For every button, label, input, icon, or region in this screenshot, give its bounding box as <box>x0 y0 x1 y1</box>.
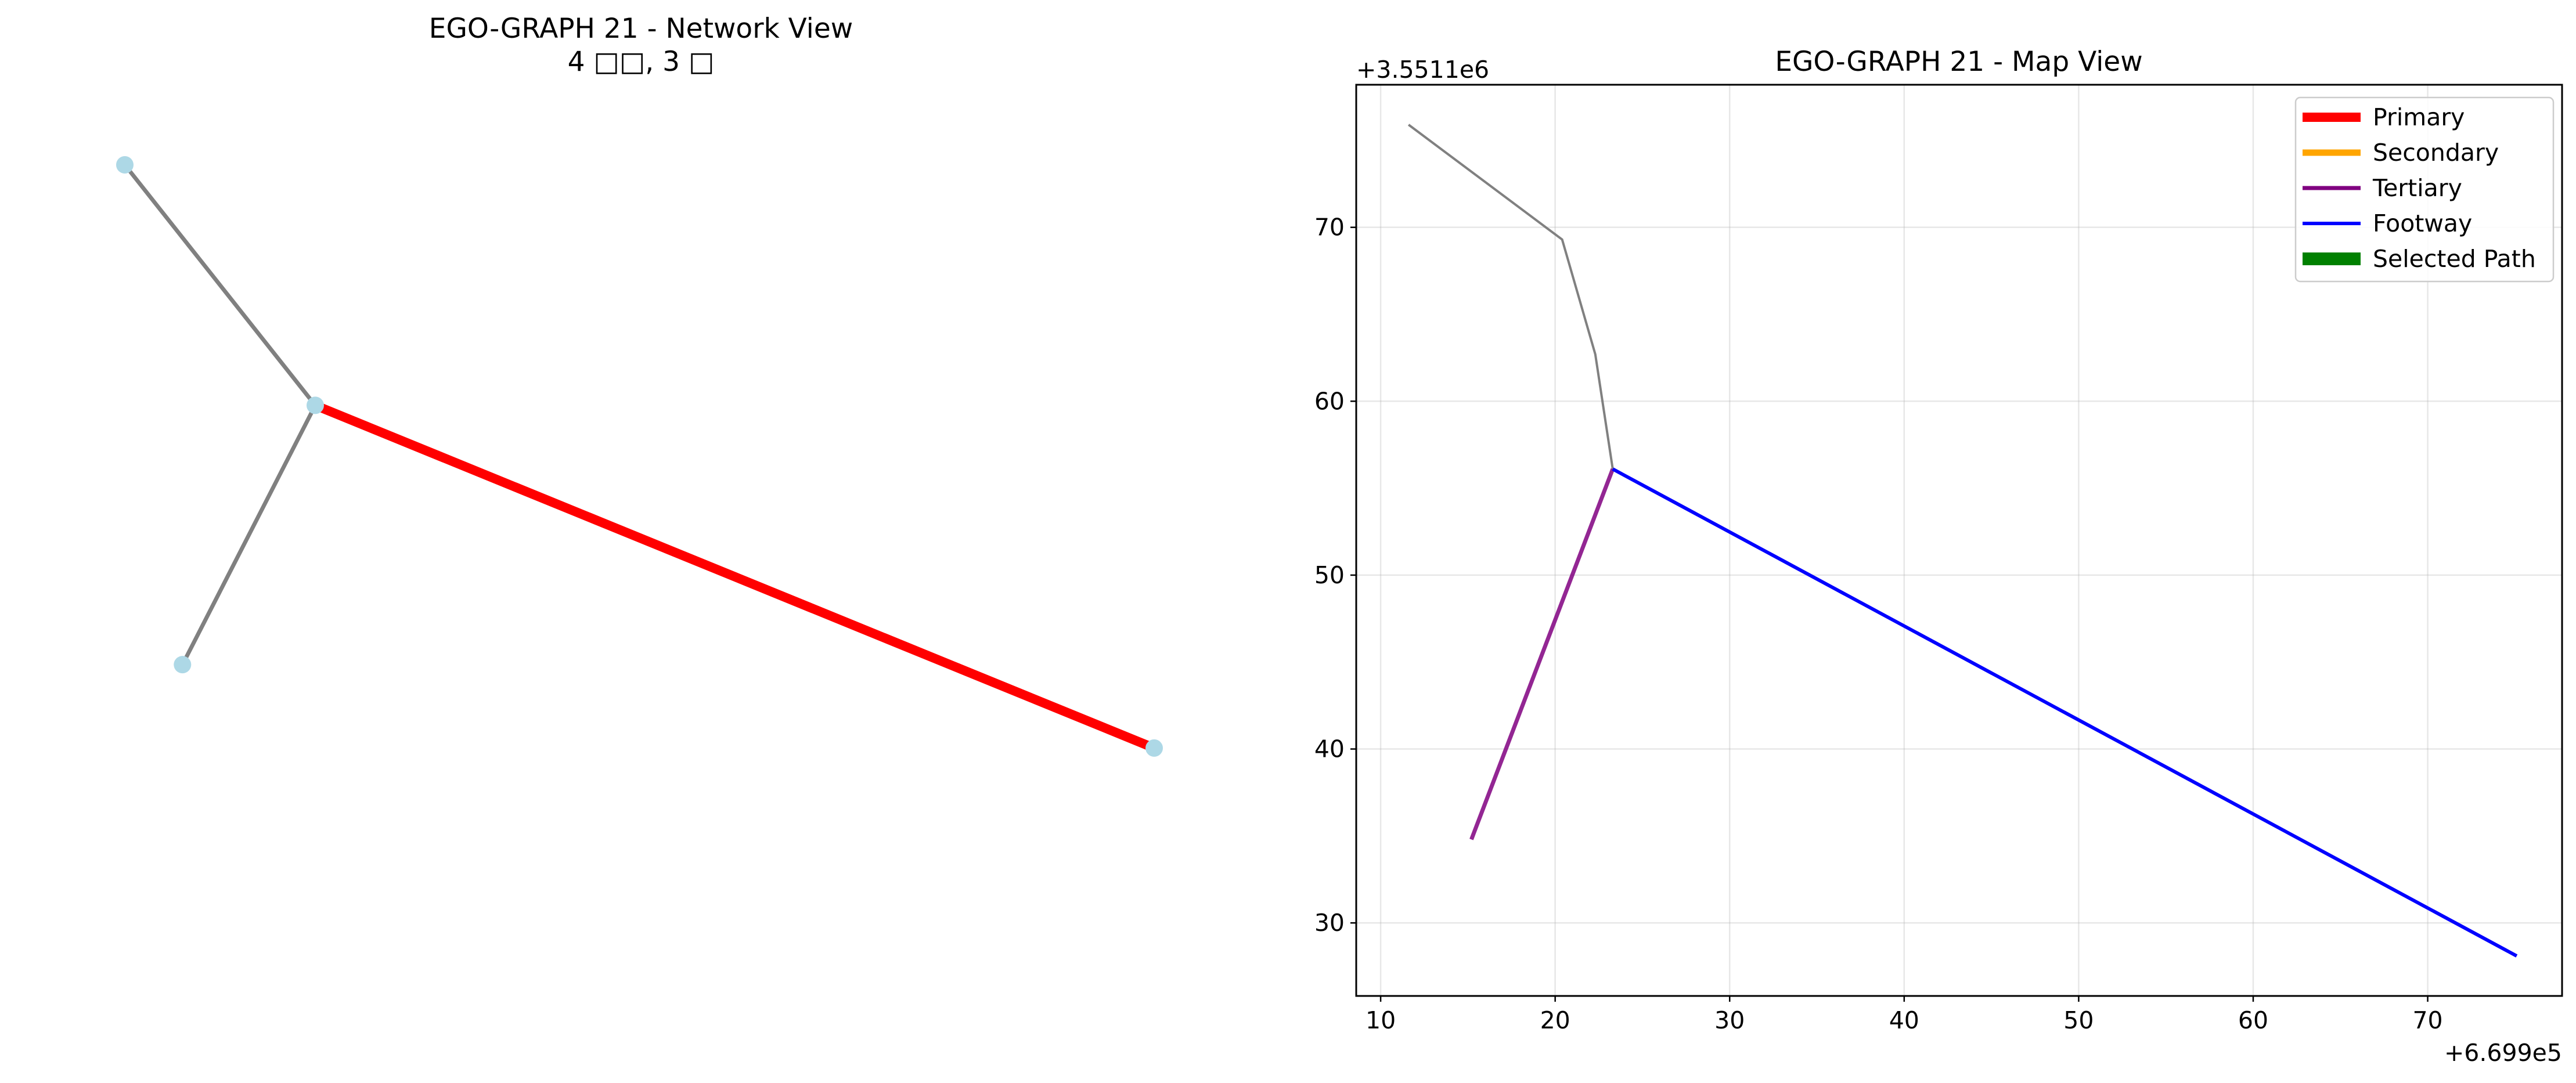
network-view-title: EGO-GRAPH 21 - Network View <box>429 13 853 45</box>
network-view-subtitle: 4 □□, 3 □ <box>568 46 715 78</box>
network-edge-b-d <box>313 400 1157 753</box>
y-tick-label: 60 <box>1314 387 1345 415</box>
x-tick-label: 40 <box>1889 1006 1919 1034</box>
network-view-panel: EGO-GRAPH 21 - Network View 4 □□, 3 □ <box>116 13 1163 757</box>
map-line-tertiary <box>1469 468 1615 840</box>
legend-label-secondary: Secondary <box>2373 139 2499 167</box>
x-tick-label: 60 <box>2238 1006 2268 1034</box>
x-tick-label: 70 <box>2412 1006 2442 1034</box>
x-tick-label: 30 <box>1714 1006 1745 1034</box>
legend-box <box>2294 96 2555 283</box>
network-edge-b-c <box>181 404 318 666</box>
map-ticks: 10 20 30 40 50 60 70 30 40 50 60 70 <box>1314 214 2443 1034</box>
x-tick-label: 20 <box>1540 1006 1570 1034</box>
legend-label-tertiary: Tertiary <box>2372 174 2462 202</box>
x-tick-label: 50 <box>2063 1006 2094 1034</box>
map-view-title: EGO-GRAPH 21 - Map View <box>1775 46 2142 78</box>
y-tick-label: 70 <box>1314 214 1345 241</box>
x-tick-label: 10 <box>1366 1006 1396 1034</box>
network-edge-a-b <box>123 163 317 407</box>
legend-label-footway: Footway <box>2373 210 2472 237</box>
map-legend: Primary Secondary Tertiary Footway Selected … <box>2294 96 2555 283</box>
network-node-b <box>307 396 325 414</box>
map-line-footway <box>1612 467 2518 958</box>
y-tick-label: 40 <box>1314 735 1345 763</box>
map-axes-frame <box>1355 84 2563 997</box>
x-offset-label: +6.699e5 <box>2444 1039 2562 1067</box>
map-series <box>1407 124 2518 958</box>
network-node-c <box>174 656 192 674</box>
map-line-other <box>1407 124 1614 470</box>
map-view-panel: EGO-GRAPH 21 - Map View 10 20 30 40 50 60 70 30… <box>1314 46 2563 1067</box>
y-tick-label: 50 <box>1314 561 1345 589</box>
network-node-d <box>1145 739 1163 757</box>
map-grid <box>1356 85 2562 996</box>
network-nodes <box>116 156 1163 757</box>
y-offset-label: +3.5511e6 <box>1356 56 1489 84</box>
legend-label-selected: Selected Path <box>2373 245 2536 273</box>
legend-label-primary: Primary <box>2373 103 2465 131</box>
network-edges <box>123 163 1157 753</box>
network-node-a <box>116 156 134 174</box>
y-tick-label: 30 <box>1314 909 1345 937</box>
